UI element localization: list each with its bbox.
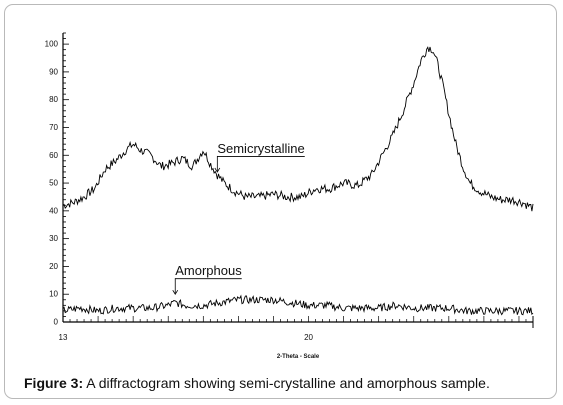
x-tick-label: 20	[304, 333, 313, 342]
series-line-amorphous	[62, 294, 534, 316]
y-tick-label: 10	[49, 290, 58, 299]
y-tick-label: 20	[49, 262, 58, 271]
series-line-semicrystalline	[62, 46, 534, 212]
annotation-label: Semicrystalline	[217, 141, 304, 156]
caption-text: A diffractogram showing semi-crystalline…	[83, 375, 490, 391]
y-tick-label: 40	[49, 206, 58, 215]
y-tick-label: 70	[49, 123, 58, 132]
annotation-arrowhead	[214, 167, 221, 173]
figure-caption: Figure 3: A diffractogram showing semi-c…	[24, 375, 490, 391]
x-tick-label: 13	[59, 333, 68, 342]
y-tick-label: 60	[49, 151, 58, 160]
annotation-arrowhead	[172, 290, 179, 295]
y-tick-label: 30	[49, 234, 58, 243]
y-tick-label: 80	[49, 95, 58, 104]
y-tick-label: 100	[45, 40, 59, 49]
diffractogram-chart: 0 10 20 30 40 50 60 70 80 90 100 13 20 Semicrystalli…	[45, 32, 534, 360]
caption-label: Figure 3:	[24, 375, 84, 391]
annotation-layer: Semicrystalline Amorphous	[172, 141, 305, 295]
annotation-label: Amorphous	[175, 263, 242, 278]
x-axis-label: 2-Theta - Scale	[277, 354, 320, 360]
y-tick-label: 0	[54, 318, 59, 327]
chart-axes: 0 10 20 30 40 50 60 70 80 90 100 13 20	[45, 32, 534, 342]
figure-frame	[4, 4, 557, 399]
series-layer	[62, 46, 534, 316]
y-tick-label: 90	[49, 67, 58, 76]
y-tick-label: 50	[49, 179, 58, 188]
